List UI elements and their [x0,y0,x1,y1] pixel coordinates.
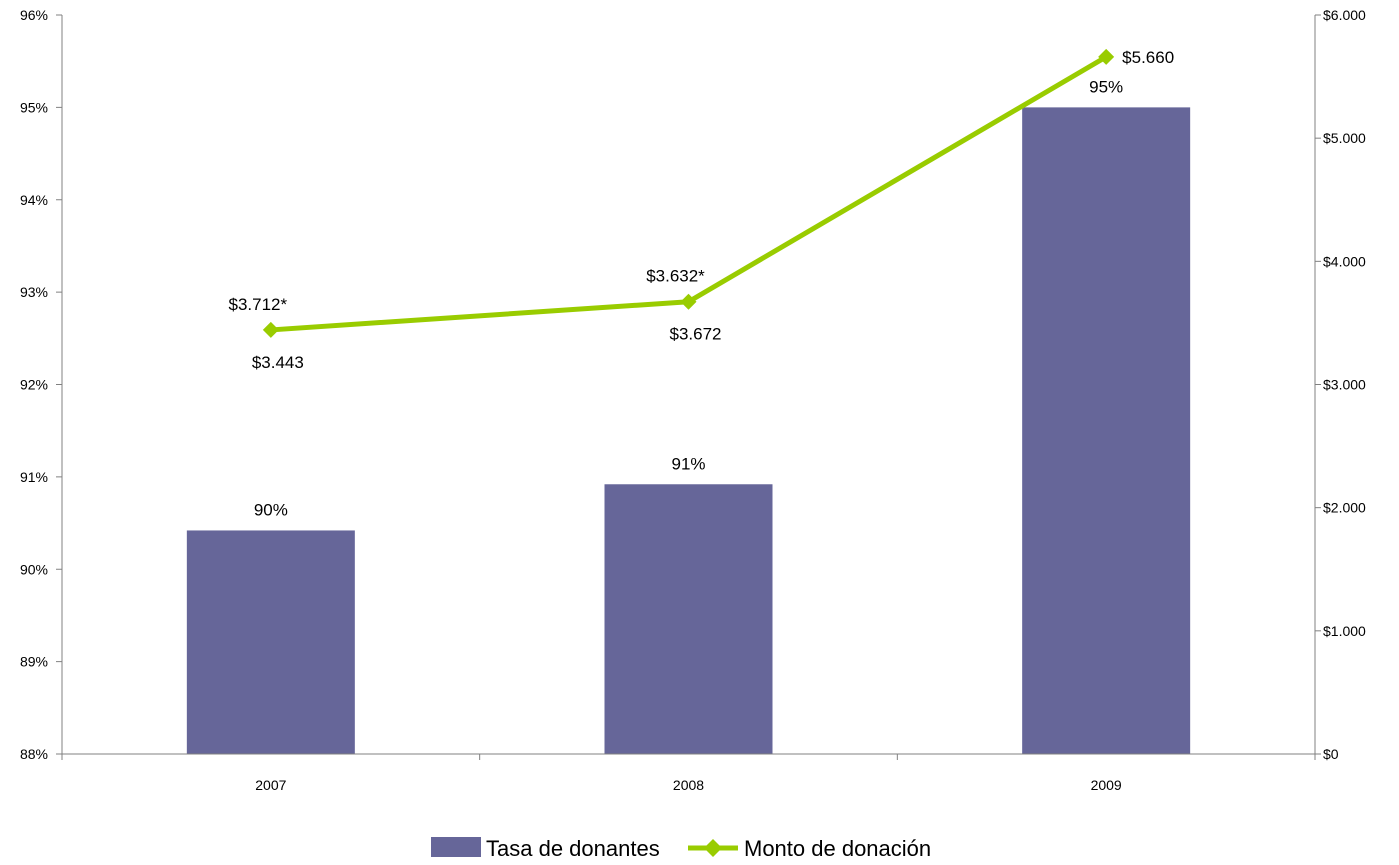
axes-layer: 88% 89% 90% 91% 92% 93% 94% 95% 96% $0 $1.000 $2.00… [20,7,1366,793]
bar [604,484,773,754]
right-tick-label: $6.000 [1323,7,1366,23]
right-tick-label: $3.000 [1323,377,1366,393]
line-layer [262,48,1115,338]
left-tick-label: 90% [20,561,48,577]
left-tick-label: 93% [20,284,48,300]
line-data-label: $3.443 [252,353,304,372]
right-tick-label: $2.000 [1323,500,1366,516]
bar [1022,107,1191,754]
labels-layer: 90% 91% 95% $3.443 $3.672 $5.660 $3.712* $3.632… [229,48,1175,520]
legend-swatch-bar [431,837,481,857]
legend-label-bar: Tasa de donantes [486,836,660,860]
bar-data-label: 95% [1089,77,1123,96]
bars-layer [186,107,1191,754]
line-point [680,293,697,310]
bar [186,530,355,754]
right-tick-label: $4.000 [1323,253,1366,269]
right-tick-label: $1.000 [1323,623,1366,639]
left-tick-label: 91% [20,469,48,485]
bar-data-label: 91% [671,454,705,473]
left-tick-label: 89% [20,654,48,670]
x-tick-label: 2008 [673,777,704,793]
line-series-path [268,54,1109,333]
legend-label-line: Monto de donación [744,836,931,860]
left-tick-label: 94% [20,192,48,208]
line-point [262,321,279,338]
legend: Tasa de donantes Monto de donación [431,836,931,861]
line-secondary-label: $3.632* [646,267,705,286]
legend-swatch-marker [704,839,722,857]
left-tick-label: 88% [20,746,48,762]
x-tick-label: 2007 [255,777,286,793]
x-tick-label: 2009 [1091,777,1122,793]
left-tick-label: 92% [20,377,48,393]
right-tick-label: $5.000 [1323,130,1366,146]
left-tick-label: 95% [20,99,48,115]
line-data-label: $5.660 [1122,48,1174,67]
line-data-label: $3.672 [670,325,722,344]
bar-data-label: 90% [254,500,288,519]
line-point [1098,48,1115,65]
left-tick-label: 96% [20,7,48,23]
right-tick-label: $0 [1323,746,1339,762]
line-secondary-label: $3.712* [229,295,288,314]
